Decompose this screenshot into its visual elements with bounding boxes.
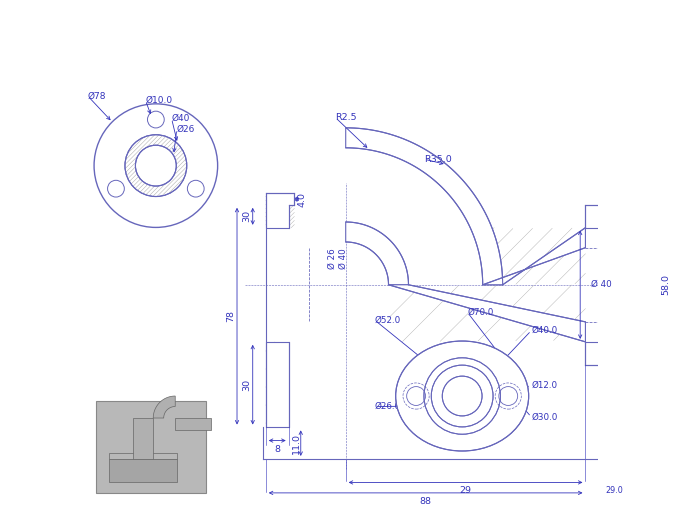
Polygon shape bbox=[586, 205, 643, 228]
Text: Ø52.0: Ø52.0 bbox=[375, 316, 401, 324]
Text: Ø70.0: Ø70.0 bbox=[468, 308, 494, 317]
Text: Ø40.0: Ø40.0 bbox=[531, 326, 557, 335]
Text: Ø12.0: Ø12.0 bbox=[531, 381, 557, 390]
Text: 29: 29 bbox=[460, 486, 472, 495]
Bar bbox=[250, 173, 669, 464]
Polygon shape bbox=[266, 193, 294, 228]
Ellipse shape bbox=[396, 341, 529, 451]
Polygon shape bbox=[153, 396, 175, 418]
Text: R2.5: R2.5 bbox=[335, 113, 357, 122]
Text: Ø26: Ø26 bbox=[177, 124, 195, 133]
Text: Ø10.0: Ø10.0 bbox=[145, 96, 172, 104]
Polygon shape bbox=[586, 342, 643, 365]
Text: 4.0: 4.0 bbox=[297, 192, 307, 207]
Text: 88: 88 bbox=[420, 497, 431, 506]
Text: 8: 8 bbox=[274, 446, 280, 455]
Bar bbox=[133, 418, 153, 459]
Text: Ø 40: Ø 40 bbox=[339, 248, 347, 269]
Text: 29.0: 29.0 bbox=[605, 486, 623, 495]
Bar bbox=[175, 418, 211, 429]
Text: Ø 40: Ø 40 bbox=[591, 280, 611, 289]
Polygon shape bbox=[388, 285, 586, 342]
Bar bbox=[109, 459, 177, 482]
Text: Ø26.0: Ø26.0 bbox=[375, 402, 401, 411]
Text: 30: 30 bbox=[242, 379, 251, 391]
Polygon shape bbox=[266, 342, 289, 427]
Text: 30: 30 bbox=[242, 210, 251, 223]
Text: 58.0: 58.0 bbox=[662, 274, 670, 295]
Polygon shape bbox=[346, 128, 503, 285]
Bar bbox=[96, 401, 205, 493]
Bar bbox=[109, 453, 177, 459]
Text: 11.0: 11.0 bbox=[292, 433, 301, 454]
Text: 78: 78 bbox=[226, 310, 236, 322]
Polygon shape bbox=[483, 228, 586, 285]
Polygon shape bbox=[346, 222, 409, 285]
Text: Ø 26: Ø 26 bbox=[328, 248, 337, 269]
Text: Ø40: Ø40 bbox=[172, 114, 190, 123]
Text: Ø78: Ø78 bbox=[87, 91, 106, 100]
Text: R35.0: R35.0 bbox=[424, 155, 452, 164]
Text: Ø30.0: Ø30.0 bbox=[531, 413, 558, 422]
